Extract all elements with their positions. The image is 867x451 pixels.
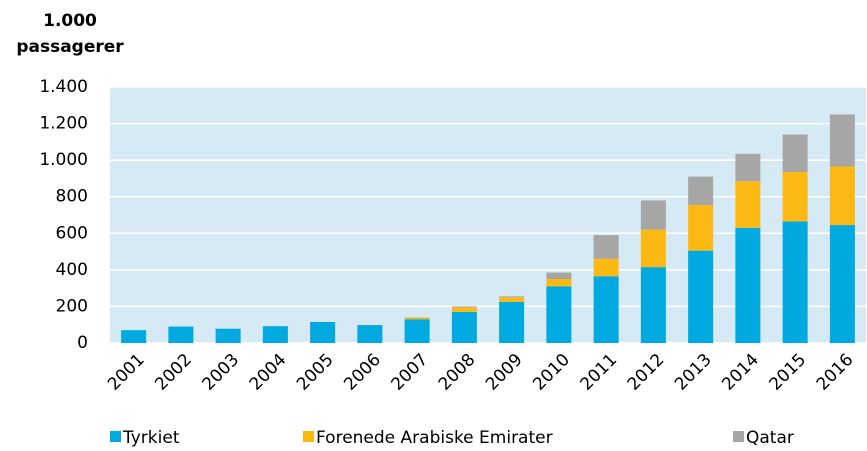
bar-segment (688, 250, 714, 343)
bar-segment (404, 317, 430, 320)
bar-segment (782, 172, 808, 222)
legend-swatch (733, 431, 744, 442)
y-tick-label: 200 (56, 296, 88, 316)
bar-segment (215, 328, 241, 343)
x-tick-label: 2005 (293, 350, 338, 395)
bar-segment (451, 307, 477, 312)
bar-segment (735, 181, 761, 228)
bar-segment (546, 272, 572, 279)
y-tick-label: 400 (56, 260, 88, 280)
y-axis-label: 1.000 passagerer (16, 11, 124, 57)
legend-swatch (303, 431, 314, 442)
x-tick-label: 2006 (340, 350, 385, 395)
bar-segment (688, 204, 714, 251)
bar-segment (735, 227, 761, 343)
bar-segment (735, 153, 761, 182)
y-tick-label: 800 (56, 187, 88, 207)
bar-segment (451, 311, 477, 343)
bar-segment (688, 176, 714, 205)
x-tick-label: 2013 (671, 350, 716, 395)
bar-segment (499, 301, 525, 343)
y-tick-label: 1.000 (39, 150, 88, 170)
x-tick-label: 2008 (435, 350, 480, 395)
legend-swatch (110, 431, 121, 442)
x-tick-label: 2009 (482, 350, 527, 395)
x-tick-label: 2011 (576, 350, 621, 395)
bar-segment (121, 330, 147, 343)
x-tick-label: 2001 (104, 350, 149, 395)
bar-segment (782, 134, 808, 173)
x-tick-label: 2012 (624, 350, 669, 395)
bar-segment (546, 279, 572, 287)
bar-segment (593, 276, 619, 343)
y-tick-label: 1.400 (39, 77, 88, 97)
bar-segment (829, 114, 855, 167)
bar-segment (310, 321, 336, 343)
x-tick-label: 2003 (198, 350, 243, 395)
bar-segment (782, 221, 808, 343)
y-tick-label: 1.200 (39, 114, 88, 134)
bar-segment (451, 306, 477, 308)
bar-segment (262, 326, 288, 343)
bar-segment (593, 235, 619, 259)
bar-segment (829, 225, 855, 343)
x-tick-label: 2007 (387, 350, 432, 395)
bar-segment (640, 229, 666, 268)
x-tick-label: 2016 (813, 350, 858, 395)
bar-segment (404, 319, 430, 343)
x-tick-label: 2004 (246, 350, 291, 395)
x-tick-label: 2014 (718, 350, 763, 395)
legend-label: Forenede Arabiske Emirater (316, 428, 553, 448)
legend-label: Tyrkiet (122, 428, 180, 448)
x-tick-label: 2010 (529, 350, 574, 395)
legend-label: Qatar (746, 428, 794, 448)
bar-segment (640, 200, 666, 230)
bar-segment (168, 326, 194, 343)
y-tick-label: 0 (77, 333, 88, 353)
bar-segment (593, 258, 619, 277)
bar-segment (357, 325, 383, 343)
bar-segment (829, 166, 855, 226)
bar-segment (546, 286, 572, 343)
y-tick-label: 600 (56, 223, 88, 243)
bar-segment (499, 296, 525, 298)
x-tick-label: 2015 (765, 350, 810, 395)
bar-segment (640, 267, 666, 343)
x-tick-label: 2002 (151, 350, 196, 395)
bar-segment (499, 297, 525, 302)
